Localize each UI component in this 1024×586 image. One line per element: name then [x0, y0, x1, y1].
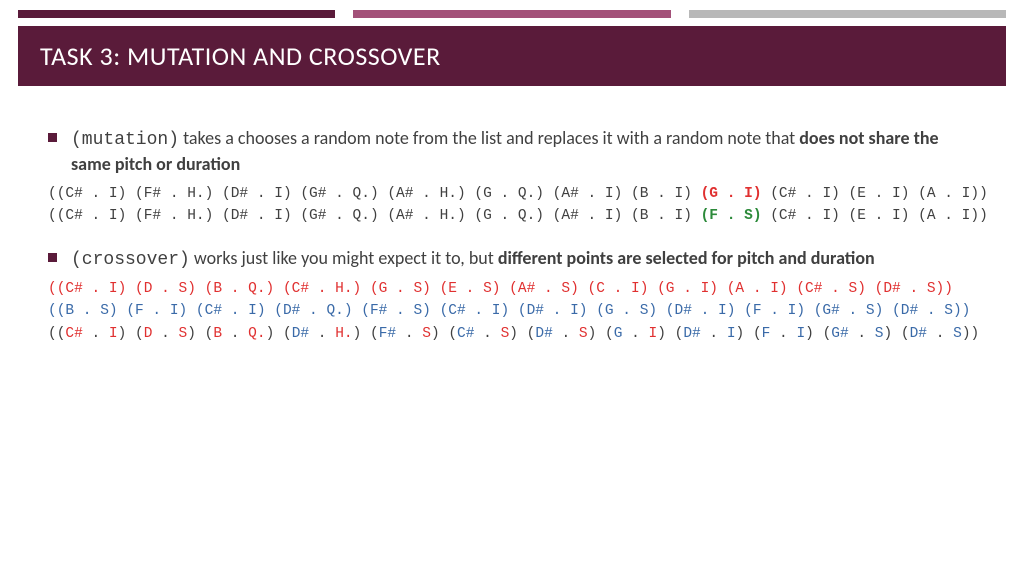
- crossover-desc-mid: works just like you might expect it to, …: [190, 247, 498, 269]
- bullet-marker-icon: [48, 253, 57, 262]
- crossover-block: (crossover) works just like you might ex…: [48, 246, 976, 346]
- crossover-desc-bold: different points are selected for pitch …: [498, 247, 875, 269]
- mut-post-1: (C# . I) (E . I) (A . I)): [762, 186, 988, 202]
- title-band: TASK 3: MUTATION AND CROSSOVER: [18, 26, 1006, 86]
- mut-post-2: (C# . I) (E . I) (A . I)): [762, 208, 988, 224]
- bullet-mutation: (mutation) takes a chooses a random note…: [48, 126, 976, 177]
- mutation-fn-name: (mutation): [71, 130, 179, 150]
- mutation-line-after: ((C# . I) (F# . H.) (D# . I) (G# . Q.) (…: [48, 205, 976, 227]
- bullet-mutation-text: (mutation) takes a chooses a random note…: [71, 126, 976, 177]
- mutation-desc-mid: takes a chooses a random note from the l…: [179, 127, 799, 149]
- mut-highlight-after: (F . S): [701, 208, 762, 224]
- bullet-crossover-text: (crossover) works just like you might ex…: [71, 246, 875, 272]
- accent-segment-2: [353, 10, 670, 18]
- crossover-parent-2: ((B . S) (F . I) (C# . I) (D# . Q.) (F# …: [48, 300, 976, 322]
- slide-title: TASK 3: MUTATION AND CROSSOVER: [40, 40, 984, 72]
- accent-bar: [18, 10, 1006, 18]
- crossover-fn-name: (crossover): [71, 250, 190, 270]
- mutation-block: (mutation) takes a chooses a random note…: [48, 126, 976, 228]
- mut-pre-1: ((C# . I) (F# . H.) (D# . I) (G# . Q.) (…: [48, 186, 701, 202]
- accent-segment-1: [18, 10, 335, 18]
- crossover-child: ((C# . I) (D . S) (B . Q.) (D# . H.) (F#…: [48, 323, 976, 345]
- mutation-line-before: ((C# . I) (F# . H.) (D# . I) (G# . Q.) (…: [48, 183, 976, 205]
- bullet-marker-icon: [48, 133, 57, 142]
- mut-highlight-before: (G . I): [701, 186, 762, 202]
- crossover-parent-1: ((C# . I) (D . S) (B . Q.) (C# . H.) (G …: [48, 278, 976, 300]
- slide-content: (mutation) takes a chooses a random note…: [0, 86, 1024, 345]
- accent-segment-3: [689, 10, 1006, 18]
- mut-pre-2: ((C# . I) (F# . H.) (D# . I) (G# . Q.) (…: [48, 208, 701, 224]
- bullet-crossover: (crossover) works just like you might ex…: [48, 246, 976, 272]
